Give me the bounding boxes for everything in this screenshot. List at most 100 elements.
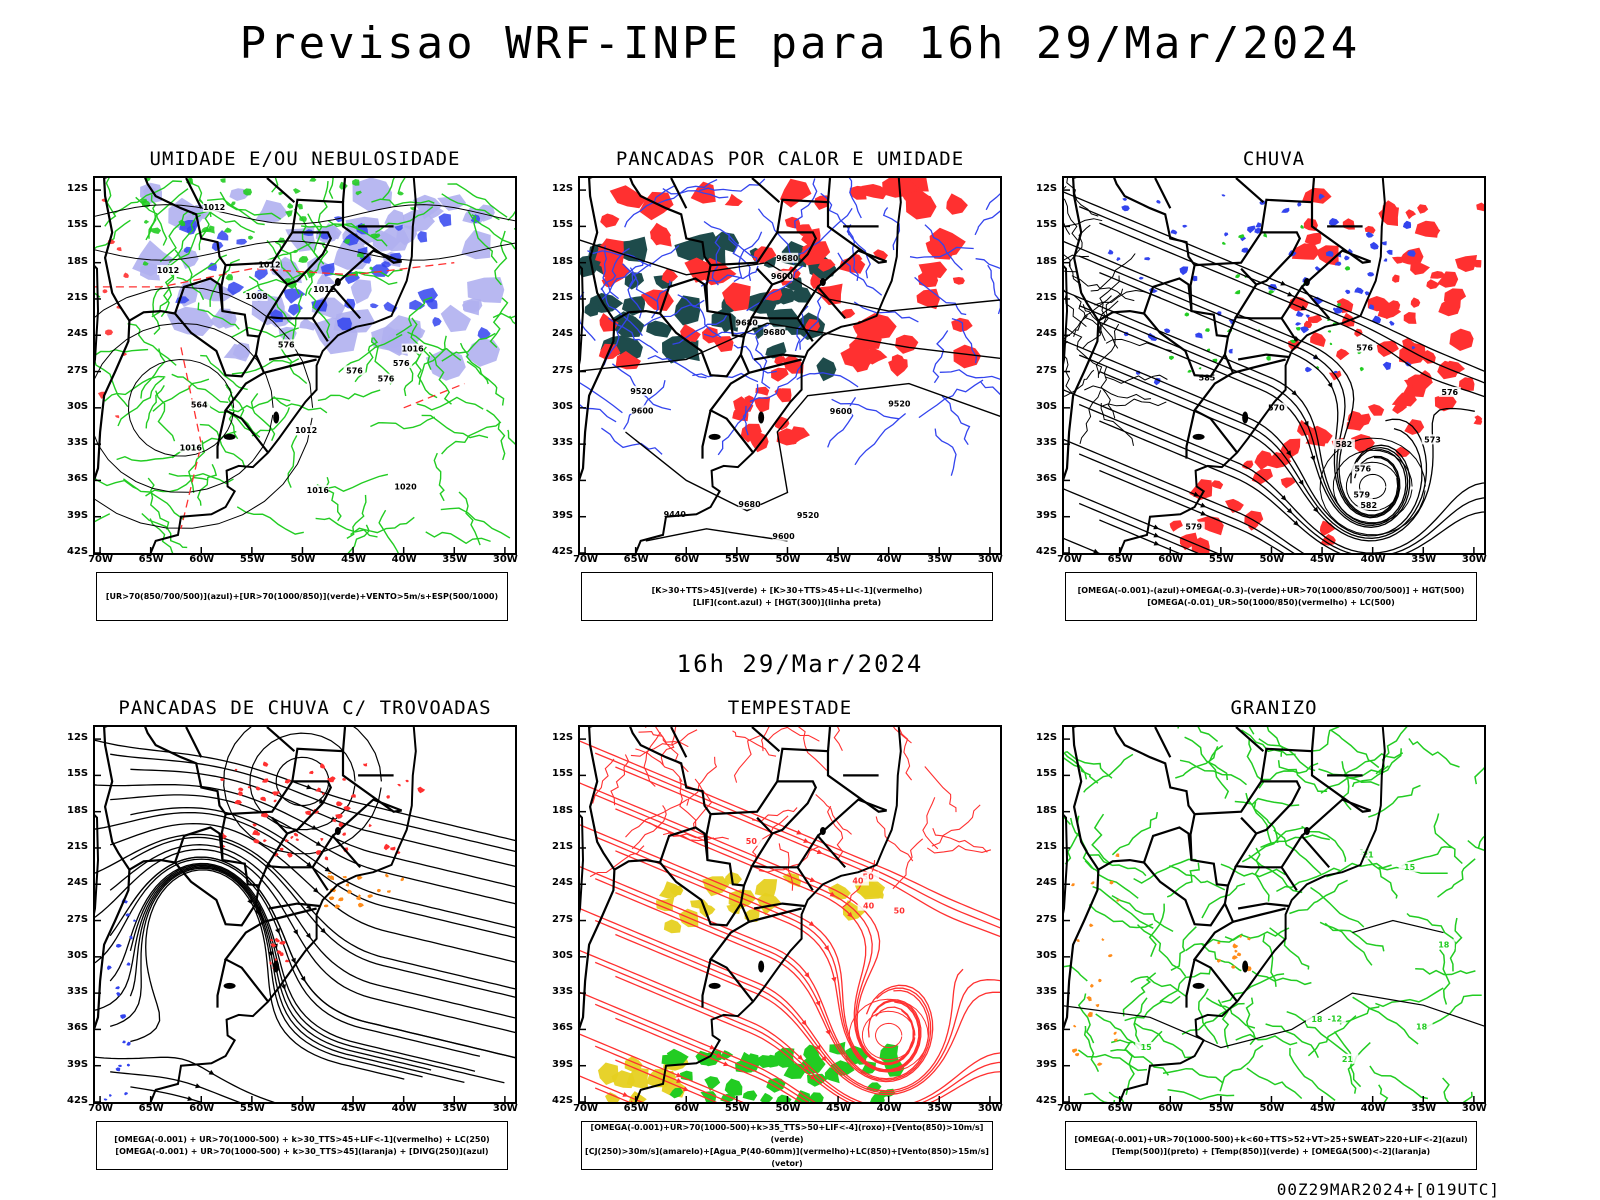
panel-title: TEMPESTADE (727, 697, 853, 719)
lat-tick-label: 15S (1036, 768, 1058, 780)
lon-tick-label: 65W (1107, 554, 1133, 565)
lat-tick-label: 42S (1036, 546, 1058, 557)
lon-tick-label: 60W (674, 554, 700, 565)
lon-tick-label: 45W (341, 1103, 367, 1114)
contour-label: 18 (1311, 1015, 1323, 1024)
contour-label: 573 (1424, 435, 1441, 444)
lon-tick-label: 50W (775, 1103, 801, 1114)
contour-label: 1012 (258, 260, 280, 269)
lat-tick-label: 36S (552, 1022, 574, 1034)
panel-title: UMIDADE E/OU NEBULOSIDADE (149, 148, 461, 170)
panel-title: PANCADAS POR CALOR E UMIDADE (615, 148, 965, 170)
lon-tick-label: 35W (442, 1103, 468, 1114)
contour-labels: 9680 9680 9680 9680 9600 9600 9600 9600 9520 9520… (630, 252, 911, 541)
contour-label: 18 (1416, 1023, 1428, 1032)
contour-label: 576 (393, 359, 410, 368)
lon-tick-label: 65W (1107, 1103, 1133, 1114)
contour-label: 1012 (295, 426, 317, 435)
geographic-outlines (1064, 727, 1386, 1102)
geographic-outlines (580, 178, 902, 553)
legend-line: [K>30+TTS>45](verde) + [K>30+TTS>45+LI<-… (651, 585, 923, 595)
lat-tick-label: 39S (1036, 509, 1058, 521)
contour-label: 582 (1336, 440, 1353, 449)
panel-legend: [K>30+TTS>45](verde) + [K>30+TTS>45+LI<-… (581, 572, 993, 621)
map-frame (93, 725, 517, 1104)
geographic-outlines (580, 727, 902, 1102)
lon-tick-label: 70W (88, 554, 114, 565)
lon-tick-label: 70W (1057, 1103, 1083, 1114)
legend-line: [LIF](cont.azul) + [HGT(300)](linha pret… (692, 597, 882, 607)
lon-tick-label: 35W (1411, 1103, 1437, 1114)
lon-tick-label: 45W (1310, 554, 1336, 565)
legend-line: [OMEGA(-0.001)+UR>70(1000-500)+k<60+TTS>… (1074, 1134, 1468, 1144)
panel-title: GRANIZO (1230, 697, 1318, 719)
contour-label: 1016 (401, 345, 424, 354)
lat-tick-label: 33S (1036, 437, 1058, 449)
lon-tick-label: 60W (674, 1103, 700, 1114)
map-frame: 5040505040 (578, 725, 1002, 1104)
rain-red-south (1169, 450, 1336, 553)
contour-label: 40 (852, 876, 864, 885)
lon-tick-label: 70W (573, 1103, 599, 1114)
map-frame: 1012 1012 1016 1016 1016 1012 1012 1012 1008 1020… (93, 176, 517, 555)
contour-label: 579 (1353, 490, 1370, 499)
lat-tick-label: 36S (67, 1022, 89, 1034)
lat-tick-label: 30S (1036, 400, 1058, 412)
contour-label: 576 (378, 375, 395, 384)
lon-tick-label: 40W (876, 1103, 902, 1114)
lat-tick-label: 15S (552, 768, 574, 780)
lat-tick-label: 24S (552, 328, 574, 340)
storm-red-area (219, 761, 426, 861)
lon-tick-label: 55W (724, 554, 750, 565)
lon-tick-label: 70W (573, 554, 599, 565)
geographic-outlines (1064, 178, 1386, 553)
lat-tick-label: 21S (67, 840, 89, 852)
lon-tick-label: 40W (391, 554, 417, 565)
legend-line: [OMEGA(-0.01)_UR>50(1000/850)(vermelho) … (1147, 597, 1395, 607)
lat-tick-label: 24S (552, 877, 574, 889)
lat-tick-label: 39S (552, 1058, 574, 1070)
lat-tick-label: 15S (67, 768, 89, 780)
instability-red-area (595, 178, 982, 377)
streamlines-250 (95, 739, 515, 1102)
lon-tick-label: 50W (775, 554, 801, 565)
contour-label: 21 (1363, 850, 1375, 859)
cyclone-rings (1319, 437, 1426, 536)
height-300-contours (580, 239, 1000, 542)
lat-tick-label: 18S (67, 255, 89, 267)
precip-water-contours (589, 727, 992, 908)
lon-tick-label: 55W (1208, 1103, 1234, 1114)
legend-line: [Temp(500)](preto) + [Temp(850)](verde) … (1111, 1146, 1431, 1156)
streamlines-500 (1064, 191, 1484, 553)
lat-tick-label: 39S (552, 509, 574, 521)
contour-label: 1012 (203, 203, 225, 212)
lon-tick-label: 45W (826, 554, 852, 565)
contour-label: 18 (1438, 940, 1450, 949)
contour-label: 9600 (771, 272, 794, 281)
contour-label: 21 (1342, 1055, 1354, 1064)
lat-tick-label: 27S (552, 364, 574, 376)
geographic-outlines (95, 178, 417, 553)
lon-tick-label: 55W (239, 1103, 265, 1114)
lon-tick-label: 35W (927, 554, 953, 565)
lat-tick-label: 21S (1036, 840, 1058, 852)
legend-line: [OMEGA(-0.001) + UR>70(1000-500) + k>30_… (115, 1146, 489, 1156)
map-frame: 9680 9680 9680 9680 9600 9600 9600 9600 9520 9520… (578, 176, 1002, 555)
lat-tick-label: 12S (552, 183, 574, 195)
lat-tick-label: 39S (1036, 1058, 1058, 1070)
andes-contours (1064, 178, 1172, 446)
lat-tick-label: 30S (552, 400, 574, 412)
map-canvas: 582 576 579 579 582 585 570 573 576 576 (1064, 178, 1484, 553)
contour-label: 9680 (763, 328, 786, 337)
map-canvas: 5040505040 (580, 727, 1000, 1102)
lat-tick-label: 12S (67, 732, 89, 744)
lon-tick-label: 35W (1411, 554, 1437, 565)
lon-tick-label: 40W (1360, 554, 1386, 565)
temp850-contours (1064, 727, 1484, 1102)
lat-tick-label: 18S (552, 804, 574, 816)
panel-title: CHUVA (1242, 148, 1306, 170)
lat-tick-label: 33S (552, 986, 574, 998)
storm-red-south (269, 937, 290, 970)
contour-label: 1012 (313, 285, 335, 294)
contour-labels: 582 576 579 579 582 585 570 573 576 576 (1182, 342, 1461, 532)
